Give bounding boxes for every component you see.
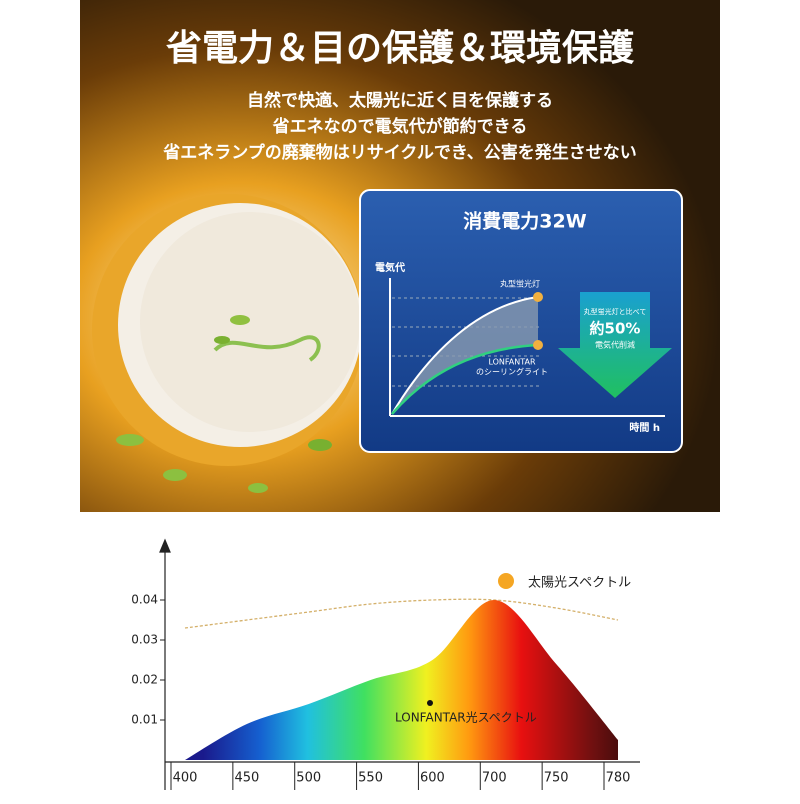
subtitle-line: 自然で快適、太陽光に近く目を保護する: [247, 90, 553, 111]
spectrum-area: [185, 599, 618, 760]
x-tick-label: 700: [482, 771, 507, 786]
sun-spectrum-line: [184, 598, 619, 629]
panel-y-label: 電気代: [375, 261, 405, 274]
legend-label: LONFANTAR光スペクトル: [395, 711, 537, 725]
led-label: LONFANTAR: [488, 358, 536, 367]
legend-label: 太陽光スペクトル: [528, 576, 631, 591]
x-tick-label: 500: [296, 771, 321, 786]
y-tick-label: 0.03: [131, 633, 158, 647]
power-panel: 消費電力32W 電気代 時間 h 丸型蛍光灯 LONFANTAR のシーリングラ…: [359, 189, 683, 453]
lamp: [92, 194, 364, 493]
x-tick-label: 550: [358, 771, 383, 786]
x-tick-label: 400: [173, 771, 198, 786]
subtitle-line: 省エネランプの廃棄物はリサイクルでき、公害を発生させない: [162, 142, 636, 163]
panel-title: 消費電力32W: [463, 210, 586, 233]
y-tick-label: 0.04: [131, 593, 158, 607]
spectrum-axes: [159, 538, 640, 790]
led-label: のシーリングライト: [476, 367, 548, 377]
y-tick-label: 0.02: [131, 673, 158, 687]
legend-dot: [427, 700, 433, 706]
subtitle-line: 省エネなので電気代が節約できる: [272, 116, 528, 137]
x-tick-label: 780: [606, 771, 631, 786]
arrow-text: 約50%: [590, 320, 641, 338]
y-tick-label: 0.01: [131, 713, 158, 727]
title: 省電力＆目の保護＆環境保護: [166, 28, 635, 69]
arrow-text: 丸型蛍光灯と比べて: [584, 307, 647, 316]
x-tick-label: 450: [234, 771, 259, 786]
sun-icon: [498, 573, 514, 589]
fluorescent-label: 丸型蛍光灯: [500, 279, 540, 289]
arrow-text: 電気代削減: [595, 340, 635, 350]
panel-x-label: 時間 h: [629, 421, 660, 434]
x-tick-label: 750: [544, 771, 569, 786]
x-tick-label: 600: [420, 771, 445, 786]
